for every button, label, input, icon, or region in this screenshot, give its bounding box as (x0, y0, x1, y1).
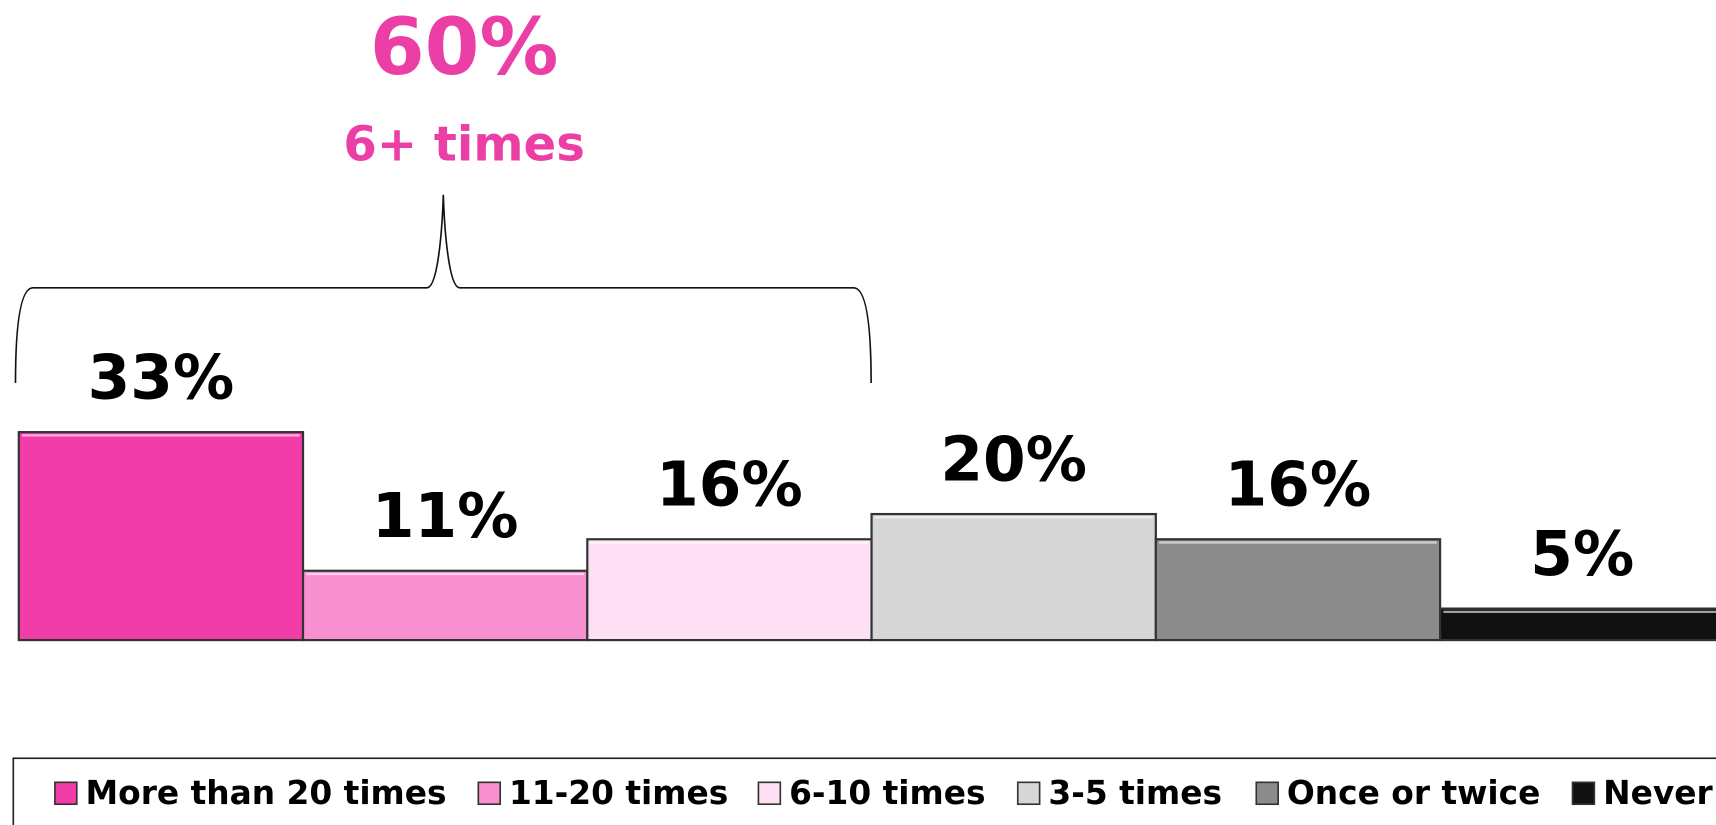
legend-label: Never (1603, 774, 1713, 812)
legend-swatch (1016, 781, 1041, 806)
legend-swatch (54, 781, 78, 806)
bar (870, 512, 1157, 642)
bar (586, 538, 873, 642)
legend-label: More than 20 times (86, 774, 447, 812)
legend-swatch (1571, 781, 1596, 806)
value-label: 33% (88, 342, 235, 413)
value-label: 16% (656, 450, 803, 521)
bracket (14, 194, 872, 383)
value-label: 20% (940, 424, 1087, 495)
legend-label: Once or twice (1287, 774, 1540, 812)
annotation-label: 6+ times (343, 117, 585, 173)
legend-label: 3-5 times (1048, 774, 1222, 812)
value-label: 5% (1530, 519, 1634, 590)
bar (301, 569, 589, 642)
legend-swatch (1255, 781, 1279, 806)
legend-label: 6-10 times (789, 774, 985, 812)
value-label: 11% (372, 481, 519, 552)
bar (17, 431, 305, 642)
legend-swatch (757, 781, 782, 806)
legend-box (12, 757, 1716, 825)
value-label: 16% (1225, 450, 1372, 521)
legend-label: 11-20 times (509, 774, 728, 812)
annotation-total: 60% (370, 1, 559, 93)
bar (1439, 607, 1716, 642)
bar (1154, 538, 1442, 642)
legend-swatch (477, 781, 502, 806)
